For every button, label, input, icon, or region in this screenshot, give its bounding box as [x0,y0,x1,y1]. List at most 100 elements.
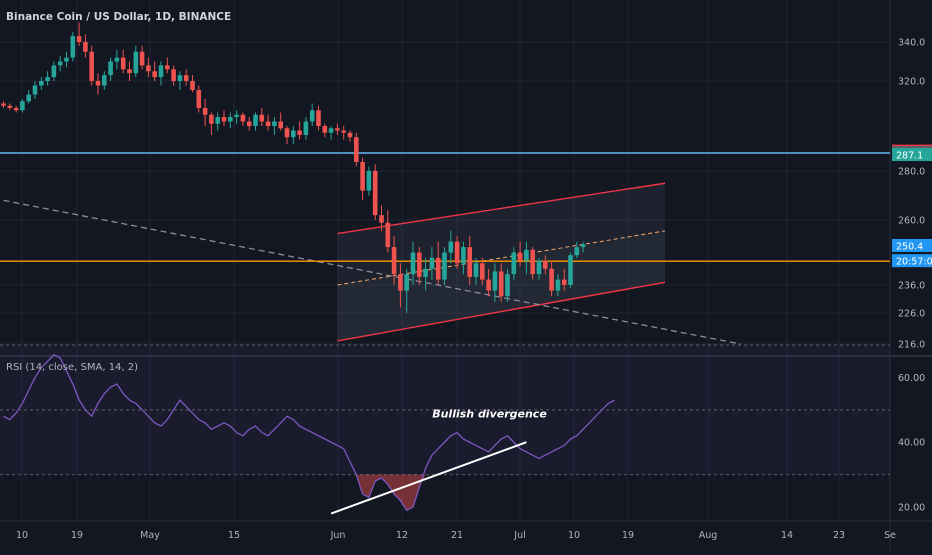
candle [423,257,428,291]
price-label-text: 287.1 [896,151,923,162]
candle-body [561,279,567,285]
candle-body [272,121,277,126]
candle [435,241,441,285]
candle [517,241,523,267]
candle-body [228,117,233,122]
candle [404,268,409,313]
x-tick-label: 10 [568,530,580,541]
candle [133,45,139,78]
x-tick-label: Aug [699,530,718,541]
candle [183,69,189,86]
price-label-text: 20:57:07 [896,257,932,268]
rsi-tick-label: 40.00 [898,438,925,449]
price-tick-label: 320.0 [898,77,925,88]
candle [32,81,38,99]
channel-lower-line [337,281,666,342]
divergence-line [330,441,527,515]
candle [76,22,82,46]
candle-body [297,130,302,135]
candle [284,126,290,144]
candle-body [543,260,548,269]
candle-body [423,268,428,277]
price-tick-label: 260.0 [898,216,925,227]
candle [120,49,126,74]
candle-body [498,271,504,297]
x-tick-label: 23 [833,530,845,541]
candle [467,236,472,285]
candle [442,247,447,285]
candle [530,247,535,280]
x-tick-label: 14 [781,530,793,541]
candle-body [45,77,50,81]
candle-body [209,114,214,124]
candle [328,126,334,140]
candle [83,34,88,58]
candle-body [1,103,6,106]
candle [114,49,120,70]
candle-body [259,114,265,122]
candle [234,110,239,124]
candle [64,51,69,68]
candle [568,252,573,288]
candle [480,257,485,285]
price-label: 250.4 [892,239,932,253]
candle-body [385,222,391,248]
price-label-box [892,239,932,252]
candle [543,255,548,275]
candle-body [64,57,69,62]
candle-body [568,255,573,285]
candle [379,205,384,231]
candle [473,257,479,285]
candle-body [26,94,31,102]
candle [272,117,277,135]
candle-body [246,121,252,126]
candle-body [39,81,44,86]
candle-body [372,171,378,216]
downtrend-line [3,199,741,345]
candle-body [177,75,183,81]
candle-body [366,171,372,191]
candle [492,263,498,302]
candle-body [108,61,113,76]
candle-body [473,263,479,277]
x-tick-label: 19 [622,530,634,541]
candle-body [171,69,176,81]
candle [240,112,246,126]
candle-body [467,247,472,277]
candle [360,157,365,201]
candle-body [549,268,554,291]
candle-body [114,57,120,62]
candle-body [517,252,523,261]
candle [561,268,567,291]
candle [108,57,113,81]
price-label-text: 250.4 [896,242,923,253]
candle [39,77,44,90]
candle-body [322,126,328,133]
candle [354,132,359,167]
candle-body [139,51,145,66]
candle-body [20,101,25,111]
candle [316,105,321,131]
candle [20,99,25,113]
candle-body [435,257,441,280]
candle [335,123,340,135]
candle-body [328,128,334,133]
candle [57,55,63,72]
price-tick-label: 280.0 [898,167,925,178]
candle [158,61,164,86]
candle-body [303,121,309,135]
candle-body [32,85,38,95]
candle-body [486,279,491,291]
price-tick-label: 226.0 [898,309,925,320]
candle-body [341,130,346,133]
candle [95,73,101,95]
candle [127,61,132,81]
x-tick-label: Jul [513,530,525,541]
candle-body [89,51,94,81]
candle [454,236,460,269]
candle-body [574,247,580,256]
divergence-annotation: Bullish divergence [432,408,547,421]
candle [372,164,378,220]
candle [89,45,94,86]
